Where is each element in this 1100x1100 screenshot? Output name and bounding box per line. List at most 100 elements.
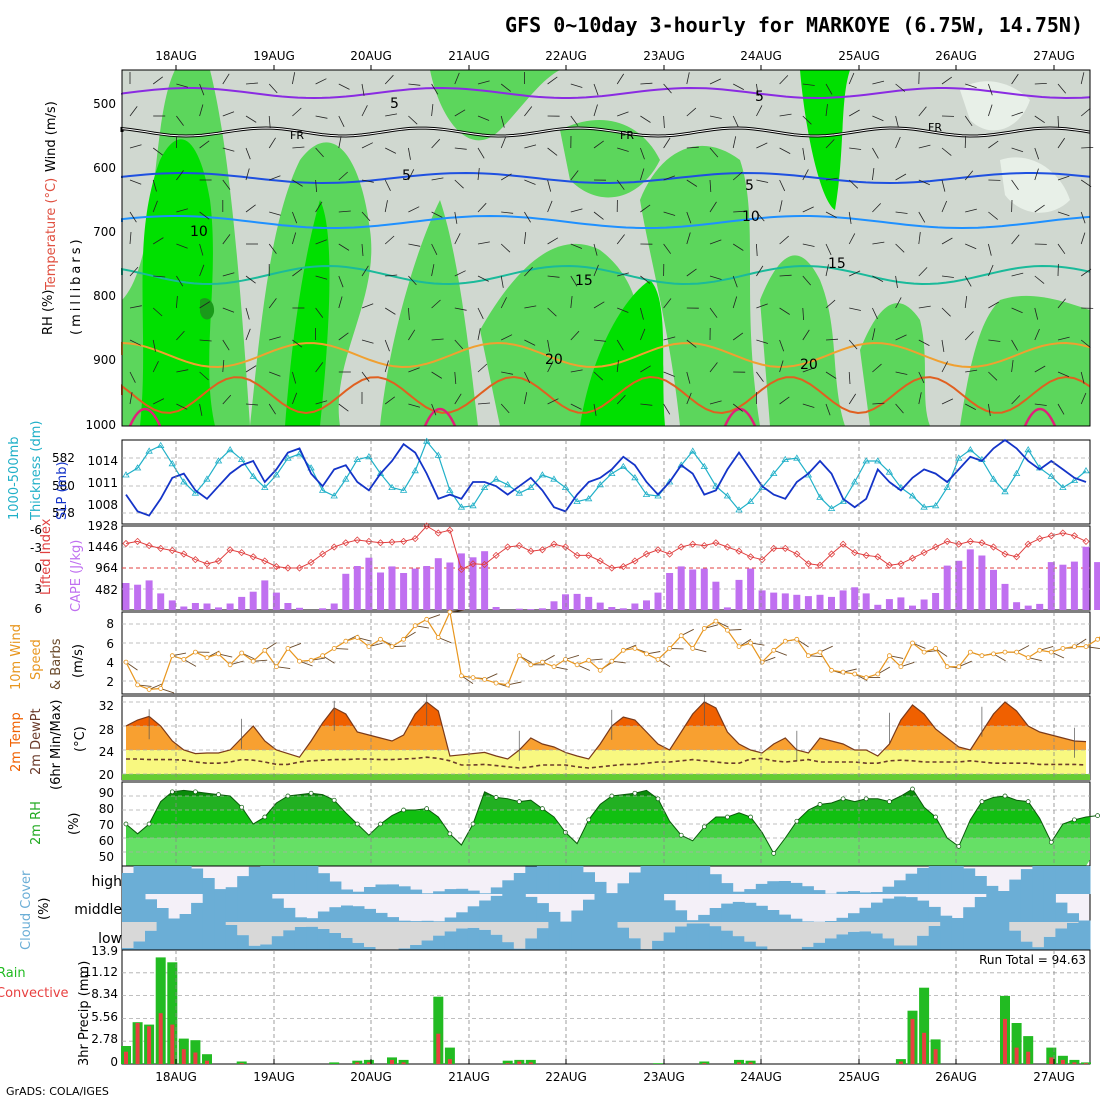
- rh-patch: [1000, 157, 1070, 213]
- upper-wind-barb: [477, 328, 481, 341]
- li-point: [249, 553, 257, 561]
- upper-wind-barb: [825, 299, 836, 309]
- upper-wind-barb: [663, 137, 671, 149]
- thickness-point: [365, 453, 373, 460]
- thickness-point: [515, 489, 523, 496]
- upper-wind-barb: [988, 371, 998, 381]
- upper-wind-barb: [593, 104, 598, 117]
- cape-bar: [434, 558, 442, 610]
- wind-speed-point: [1002, 649, 1008, 655]
- li-point: [700, 542, 708, 550]
- cloud-cell: [617, 894, 630, 922]
- cloud-cell: [317, 873, 330, 894]
- upper-wind-barb: [802, 367, 815, 373]
- cloud-cell: [410, 889, 423, 894]
- li-point: [1024, 540, 1032, 548]
- upper-wind-barb: [431, 338, 444, 341]
- wind-speed-point: [644, 651, 649, 657]
- cloud-cell-low: [813, 922, 826, 943]
- cloud-cell: [479, 900, 492, 922]
- upper-wind-barb: [732, 332, 744, 341]
- upper-wind-barb: [686, 72, 690, 85]
- upper-wind-barb: [616, 234, 625, 245]
- li-point: [885, 561, 893, 569]
- bottom-date-label: 26AUG: [935, 1070, 977, 1084]
- upper-wind-barb: [849, 270, 861, 277]
- thickness-point: [1070, 476, 1079, 484]
- cloud-cell-low: [536, 922, 549, 929]
- rh2m-point: [1002, 793, 1008, 799]
- cloud-cell: [168, 866, 181, 894]
- thickness-point: [573, 497, 581, 505]
- upper-wind-barb: [872, 168, 875, 181]
- precip-conv-bar: [205, 1060, 209, 1064]
- precip-total-bar: [433, 996, 444, 1064]
- cape-bar: [469, 557, 477, 610]
- upper-wind-barb: [454, 339, 464, 350]
- thickness-point: [469, 502, 477, 509]
- thickness-point: [700, 462, 709, 470]
- upper-wind-barb: [709, 147, 719, 158]
- precip-conv-bar: [158, 1013, 163, 1064]
- cape-bar: [1070, 561, 1078, 610]
- upper-wind-barb: [152, 76, 164, 85]
- upper-wind-barb: [454, 179, 464, 189]
- thickness-point: [1024, 446, 1032, 453]
- cape-bar: [897, 597, 905, 610]
- contour-minus5: [121, 86, 1091, 100]
- rh2m-point: [262, 814, 268, 820]
- upper-wind-barb: [941, 307, 951, 317]
- cloud-cell-low: [617, 922, 630, 928]
- upper-wind-barb: [570, 296, 573, 309]
- cloud-cell: [191, 922, 204, 950]
- precip-tick: 5.56: [91, 1010, 118, 1024]
- upper-wind-barb: [384, 200, 388, 213]
- li-point: [735, 547, 743, 555]
- wind-speed-point: [192, 649, 198, 655]
- thickness-point: [955, 454, 963, 461]
- cloud-cell-low: [1032, 922, 1045, 948]
- cloud-cell: [928, 926, 941, 950]
- thickness-point: [284, 454, 292, 461]
- cloud-cell: [444, 889, 457, 894]
- rh2m-tick: 70: [99, 818, 114, 832]
- cloud-cell: [1009, 894, 1022, 922]
- wind-speed-point: [354, 635, 360, 640]
- precip-conv-bar: [702, 1063, 707, 1064]
- upper-wind-barb: [292, 211, 298, 224]
- thickness-point: [492, 475, 500, 482]
- cape-bar: [1082, 546, 1090, 610]
- upper-wind-barb: [1057, 83, 1067, 94]
- upper-wind-barb: [222, 73, 230, 85]
- upper-wind-barb: [988, 140, 999, 149]
- cloud-cell: [721, 883, 734, 894]
- cape-bar: [319, 608, 327, 610]
- cloud-cell: [652, 866, 665, 894]
- rh2m-point: [632, 790, 638, 796]
- upper-wind-barb: [1080, 107, 1091, 117]
- precip-conv-bar: [528, 1062, 533, 1064]
- cloud-cell: [698, 914, 711, 922]
- cloud-cell-low: [836, 922, 849, 935]
- cloud-cell: [133, 941, 146, 950]
- upper-wind-barb: [1057, 175, 1070, 181]
- thickness-point: [920, 503, 928, 510]
- cloud-cell: [122, 873, 134, 894]
- cape-bar: [943, 565, 951, 610]
- wind-speed-point: [273, 664, 279, 670]
- upper-wind-barb: [1034, 83, 1047, 85]
- wind-speed-point: [250, 658, 256, 664]
- upper-wind-barb: [315, 400, 328, 405]
- upper-wind-barb: [199, 403, 203, 416]
- cloud-cell: [1055, 866, 1068, 894]
- upper-wind-barb: [1034, 328, 1040, 341]
- bottom-date-label: 23AUG: [643, 1070, 685, 1084]
- upper-wind-barb: [570, 115, 579, 126]
- upper-wind-barb: [988, 104, 993, 117]
- precip-conv-bar: [401, 1062, 406, 1064]
- thickness-point: [665, 478, 674, 485]
- cape-bar: [804, 596, 812, 610]
- thickness-point: [723, 492, 732, 499]
- wind-speed-point: [1037, 647, 1043, 653]
- cloud-cell: [1078, 866, 1091, 894]
